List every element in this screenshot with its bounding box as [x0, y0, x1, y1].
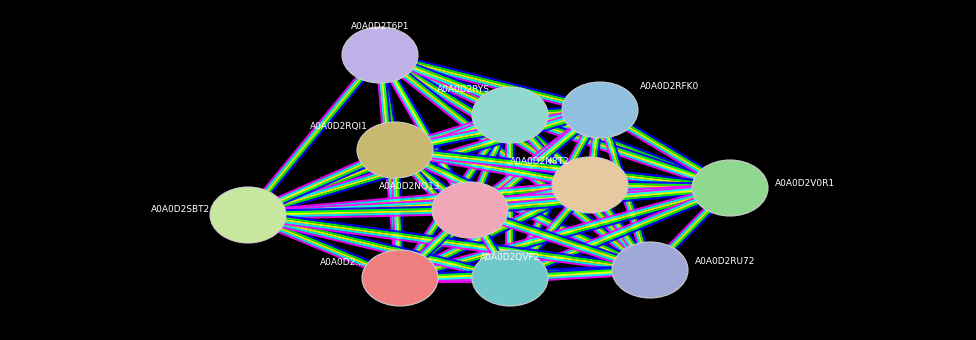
- Text: A0A0D2RYS: A0A0D2RYS: [437, 85, 490, 94]
- Text: A0A0D2…: A0A0D2…: [320, 258, 365, 267]
- Text: A0A0D2V0R1: A0A0D2V0R1: [775, 178, 835, 187]
- Ellipse shape: [552, 157, 628, 213]
- Text: A0A0D2RQI1: A0A0D2RQI1: [310, 122, 368, 131]
- Text: A0A0D2RFK0: A0A0D2RFK0: [640, 82, 699, 91]
- Text: A0A0D2SBT2: A0A0D2SBT2: [151, 205, 210, 215]
- Text: A0A0D2N8T2: A0A0D2N8T2: [510, 157, 570, 166]
- Ellipse shape: [210, 187, 286, 243]
- Ellipse shape: [562, 82, 638, 138]
- Text: A0A0D2RU72: A0A0D2RU72: [695, 257, 755, 267]
- Ellipse shape: [362, 250, 438, 306]
- Text: A0A0D2T6P1: A0A0D2T6P1: [350, 22, 409, 31]
- Ellipse shape: [692, 160, 768, 216]
- Ellipse shape: [472, 250, 548, 306]
- Ellipse shape: [472, 87, 548, 143]
- Ellipse shape: [357, 122, 433, 178]
- Text: A0A0D2QVF2: A0A0D2QVF2: [480, 253, 540, 262]
- Text: A0A0D2NQ13: A0A0D2NQ13: [379, 182, 440, 191]
- Ellipse shape: [432, 182, 508, 238]
- Ellipse shape: [612, 242, 688, 298]
- Ellipse shape: [342, 27, 418, 83]
